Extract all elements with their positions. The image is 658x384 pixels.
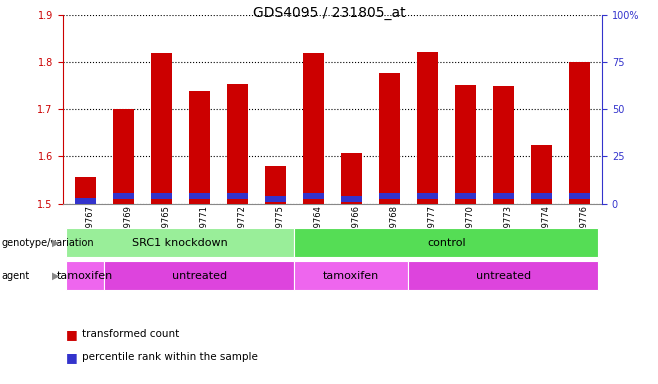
- Text: transformed count: transformed count: [82, 329, 180, 339]
- Bar: [303, 53, 324, 204]
- Bar: [379, 73, 400, 204]
- Text: GSM709777: GSM709777: [427, 205, 436, 256]
- Bar: [493, 86, 514, 204]
- Text: GSM709765: GSM709765: [161, 205, 170, 255]
- Bar: [265, 196, 286, 202]
- Text: GSM709766: GSM709766: [351, 205, 361, 256]
- Text: tamoxifen: tamoxifen: [323, 270, 380, 281]
- Bar: [189, 91, 210, 204]
- Bar: [265, 166, 286, 204]
- Text: tamoxifen: tamoxifen: [57, 270, 113, 281]
- Bar: [227, 193, 248, 199]
- Bar: [408, 261, 598, 290]
- Text: GSM709771: GSM709771: [199, 205, 209, 255]
- Text: GSM709775: GSM709775: [275, 205, 284, 255]
- Bar: [569, 62, 590, 204]
- Bar: [303, 193, 324, 199]
- Bar: [113, 109, 134, 204]
- Bar: [151, 53, 172, 204]
- Text: percentile rank within the sample: percentile rank within the sample: [82, 352, 258, 362]
- Text: ■: ■: [66, 328, 78, 341]
- Text: GSM709764: GSM709764: [313, 205, 322, 255]
- Bar: [151, 193, 172, 199]
- Text: agent: agent: [1, 270, 30, 281]
- Text: GSM709767: GSM709767: [86, 205, 94, 256]
- Bar: [341, 196, 362, 202]
- Bar: [113, 193, 134, 199]
- Text: control: control: [427, 238, 466, 248]
- Bar: [417, 193, 438, 199]
- Bar: [379, 193, 400, 199]
- Bar: [531, 145, 551, 204]
- Bar: [294, 261, 408, 290]
- Text: ▶: ▶: [52, 238, 59, 248]
- Bar: [341, 153, 362, 204]
- Text: GSM709769: GSM709769: [123, 205, 132, 255]
- Bar: [66, 228, 294, 257]
- Bar: [294, 228, 598, 257]
- Bar: [455, 85, 476, 204]
- Text: GSM709772: GSM709772: [238, 205, 246, 255]
- Bar: [417, 52, 438, 204]
- Bar: [493, 193, 514, 199]
- Text: GSM709770: GSM709770: [465, 205, 474, 255]
- Bar: [569, 193, 590, 199]
- Bar: [66, 261, 105, 290]
- Text: untreated: untreated: [476, 270, 531, 281]
- Text: GSM709774: GSM709774: [542, 205, 550, 255]
- Text: ■: ■: [66, 351, 78, 364]
- Text: GDS4095 / 231805_at: GDS4095 / 231805_at: [253, 6, 405, 20]
- Text: untreated: untreated: [172, 270, 227, 281]
- Bar: [189, 193, 210, 199]
- Text: GSM709768: GSM709768: [390, 205, 398, 256]
- Text: genotype/variation: genotype/variation: [1, 238, 94, 248]
- Bar: [455, 193, 476, 199]
- Text: ▶: ▶: [52, 270, 59, 281]
- Text: GSM709776: GSM709776: [579, 205, 588, 256]
- Bar: [105, 261, 294, 290]
- Bar: [75, 198, 96, 204]
- Bar: [531, 193, 551, 199]
- Text: SRC1 knockdown: SRC1 knockdown: [132, 238, 228, 248]
- Text: GSM709773: GSM709773: [503, 205, 513, 256]
- Bar: [75, 177, 96, 204]
- Bar: [227, 84, 248, 204]
